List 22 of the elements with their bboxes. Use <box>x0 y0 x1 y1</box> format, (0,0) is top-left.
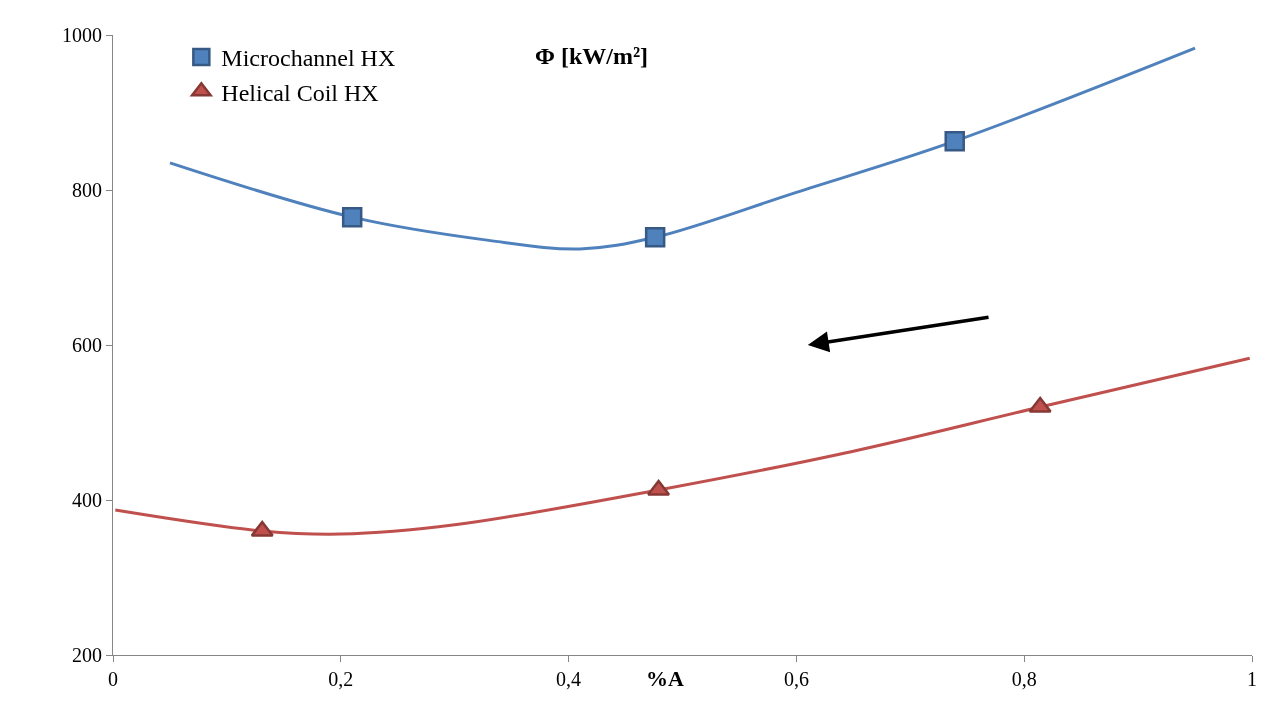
y-tick-label: 1000 <box>62 24 102 46</box>
x-axis-title: %A <box>646 666 684 691</box>
legend-label: Microchannel HX <box>221 45 396 72</box>
point <box>1028 396 1052 413</box>
point <box>341 206 363 228</box>
x-tick-label: 0,2 <box>328 668 354 690</box>
x-tick-label: 0,6 <box>783 668 809 690</box>
point <box>644 227 666 248</box>
x-tick-label: 0 <box>108 668 118 690</box>
line-series <box>168 46 1197 251</box>
y-tick-label: 600 <box>72 334 102 356</box>
point <box>944 130 965 152</box>
chart-title: Φ [kW/m²] <box>535 43 649 69</box>
y-tick-label: 200 <box>72 644 102 666</box>
x-tick-label: 0,4 <box>556 668 582 690</box>
point <box>250 520 274 537</box>
x-tick-label: 0,8 <box>1011 668 1037 690</box>
x-tick-label: 1 <box>1247 668 1257 690</box>
legend-label: Helical Coil HX <box>221 79 379 106</box>
y-tick-label: 800 <box>72 179 102 201</box>
y-tick-label: 400 <box>72 489 102 511</box>
line-series <box>113 356 1252 536</box>
